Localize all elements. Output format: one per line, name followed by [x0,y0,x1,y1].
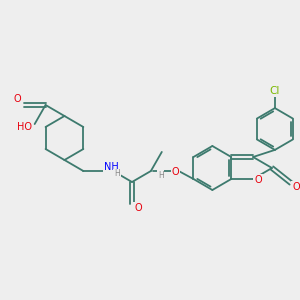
Text: O: O [172,167,179,177]
Text: O: O [292,182,300,192]
Text: H: H [158,170,164,179]
Text: H: H [114,169,120,178]
Text: O: O [14,94,22,104]
Text: NH: NH [104,162,119,172]
Text: O: O [134,203,142,213]
Text: HO: HO [17,122,32,132]
Text: Cl: Cl [270,86,280,96]
Text: O: O [254,175,262,185]
